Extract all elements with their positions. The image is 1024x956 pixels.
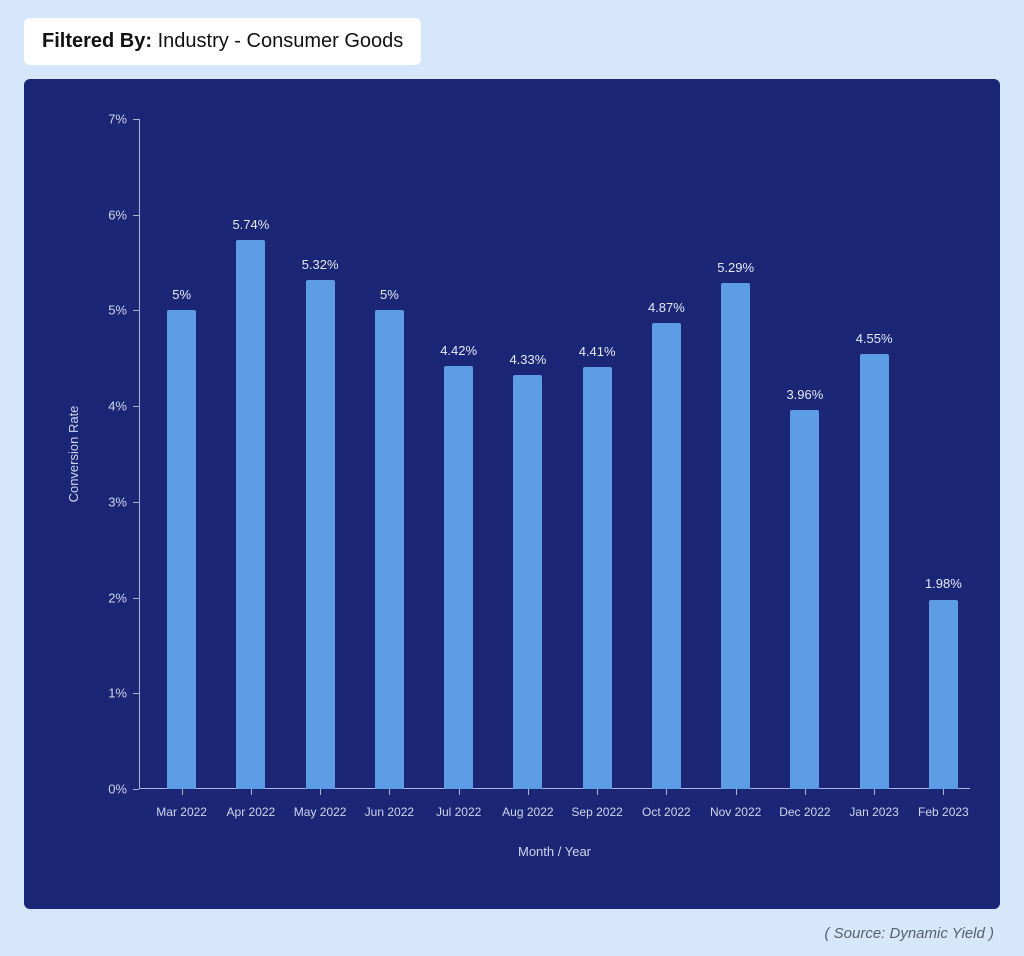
x-tick-label: Dec 2022 [779,805,830,819]
x-tick-label: Oct 2022 [642,805,691,819]
x-tick-label: Mar 2022 [156,805,207,819]
bar [306,280,335,789]
chart-panel: 5% 5.74% 5.32% 5% 4.42% 4.33% 4.41% 4.87% 5.29% 3… [24,79,1000,909]
bar-value-label: 5% [380,287,399,302]
bar-value-label: 3.96% [786,387,823,402]
x-tick-label: Jul 2022 [436,805,481,819]
bar-value-label: 5.29% [717,260,754,275]
y-tick-label: 3% [108,494,127,509]
y-tick-label: 6% [108,207,127,222]
bar-value-label: 4.42% [440,343,477,358]
bar [721,283,750,789]
bar [790,410,819,789]
chart-card: Filtered By: Industry - Consumer Goods 5… [0,0,1024,956]
filter-box: Filtered By: Industry - Consumer Goods [24,18,421,65]
bar-value-label: 5.74% [232,217,269,232]
bar-value-label: 4.33% [509,352,546,367]
y-tick-label: 4% [108,399,127,414]
filter-label: Filtered By: [42,30,152,52]
x-tick-label: Nov 2022 [710,805,761,819]
y-axis-title: Conversion Rate [66,406,81,503]
bar [375,310,404,789]
x-tick-label: Jan 2023 [849,805,898,819]
bar [513,375,542,789]
x-tick-label: Jun 2022 [365,805,414,819]
bar-value-label: 1.98% [925,576,962,591]
bar [652,323,681,789]
bar [236,240,265,789]
bar-value-label: 5% [172,287,191,302]
filter-value: Industry - Consumer Goods [158,30,404,52]
bar-value-label: 4.55% [856,331,893,346]
bar [167,310,196,789]
y-tick-label: 1% [108,686,127,701]
x-tick-label: Feb 2023 [918,805,969,819]
y-tick-label: 0% [108,782,127,797]
y-tick-label: 5% [108,303,127,318]
bars-container: 5% 5.74% 5.32% 5% 4.42% 4.33% 4.41% 4.87% 5.29% 3… [139,119,970,789]
bar-value-label: 4.87% [648,300,685,315]
x-axis-title: Month / Year [518,844,591,859]
plot-area: 5% 5.74% 5.32% 5% 4.42% 4.33% 4.41% 4.87% 5.29% 3… [139,119,970,789]
bar [860,354,889,790]
y-tick-label: 2% [108,590,127,605]
x-tick-label: Sep 2022 [571,805,622,819]
bar [929,600,958,790]
bar-value-label: 4.41% [579,344,616,359]
bar [583,367,612,789]
bar [444,366,473,789]
bar-value-label: 5.32% [302,257,339,272]
source-attribution: ( Source: Dynamic Yield ) [824,925,994,942]
x-tick-label: Apr 2022 [227,805,276,819]
y-tick-label: 7% [108,112,127,127]
x-tick-label: Aug 2022 [502,805,553,819]
x-tick-label: May 2022 [294,805,347,819]
